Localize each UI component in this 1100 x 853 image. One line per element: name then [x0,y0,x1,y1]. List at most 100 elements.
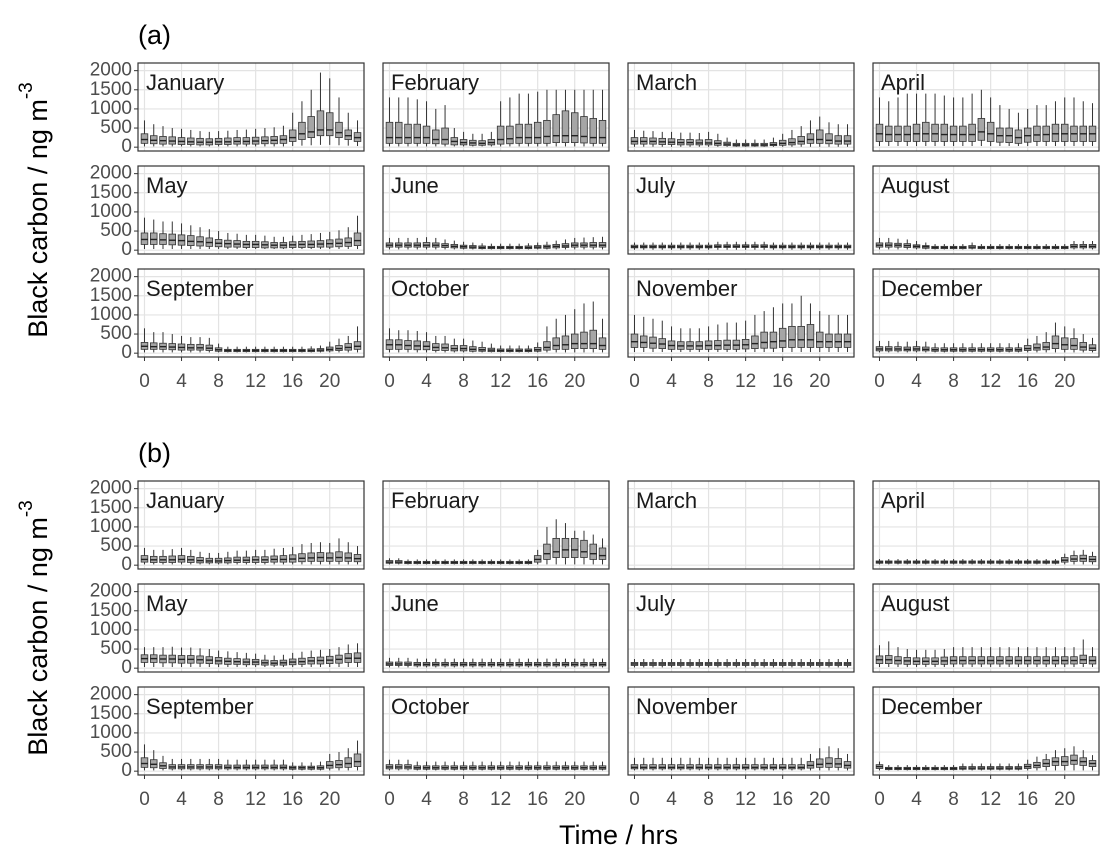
box [1060,337,1069,350]
x-tick-label: 8 [948,371,959,392]
box [815,129,824,144]
y-tick-label: 1500 [90,703,132,724]
facet-label: December [881,276,982,301]
x-tick-label: 20 [564,789,585,810]
y-tick-label: 2000 [90,163,132,184]
panel-border [382,268,610,358]
box [797,136,805,145]
box [704,139,713,146]
facet-label: May [146,173,188,198]
panel-border [627,583,855,673]
panel-border [627,268,855,358]
x-tick-label: 16 [282,371,303,392]
box [959,125,967,142]
x-tick-label: 0 [629,789,640,810]
box [432,129,440,145]
panel-background [138,269,364,357]
x-tick-label: 20 [564,371,585,392]
y-tick-label: 1000 [90,619,132,640]
facet-label: July [636,173,675,198]
x-tick-label: 8 [948,789,959,810]
y-axis-title: Black carbon / ng m-3 [16,82,53,338]
box [385,121,394,144]
panel-title: (b) [138,438,171,468]
panel-border [382,686,610,776]
facet-panel: August [872,583,1100,673]
box [834,135,842,145]
x-tick-label: 4 [666,371,677,392]
box [598,337,607,350]
facet-panel: June [382,583,610,673]
panel-background [628,584,854,672]
panel-border [382,583,610,673]
box [986,121,995,142]
x-tick-label: 8 [703,371,714,392]
facet-label: December [881,694,982,719]
y-tick-label: 0 [121,554,132,575]
box [344,757,352,768]
box [825,133,833,145]
box [630,333,639,348]
box [335,551,343,562]
x-tick-label: 16 [1017,789,1038,810]
panel-background [628,166,854,254]
facet-panel: February [382,480,610,570]
box [353,753,362,767]
x-tick-label: 20 [1054,371,1075,392]
box [806,324,815,348]
facet-label: April [881,70,925,95]
y-tick-label: 500 [100,535,132,556]
panel-background [873,481,1099,569]
x-tick-label: 0 [139,789,150,810]
facet-panel: December [872,686,1100,776]
facet-label: September [146,694,254,719]
y-tick-label: 0 [121,342,132,363]
y-tick-label: 1500 [90,285,132,306]
box [1033,343,1041,351]
box [922,121,930,142]
facet-label: September [146,276,254,301]
box [778,327,787,348]
facet-panel: March [627,480,855,570]
box [561,335,570,350]
y-tick-label: 1500 [90,497,132,518]
x-tick-label: 20 [319,371,340,392]
box [533,121,542,144]
panel-border [872,480,1100,570]
box [903,125,912,142]
y-tick-label: 2000 [90,60,132,81]
facet-panel: December [872,268,1100,358]
box [815,331,824,348]
panel-border [872,268,1100,358]
facet-label: January [146,488,224,513]
x-tick-label: 12 [980,371,1001,392]
panel-border [137,480,365,570]
x-tick-label: 8 [703,789,714,810]
panel-title: (a) [138,20,171,50]
box [298,121,306,140]
facet-label: June [391,591,439,616]
box [589,329,597,349]
box [140,232,149,245]
box [1042,125,1050,142]
x-tick-label: 16 [772,371,793,392]
box [506,125,514,145]
facet-label: November [636,694,737,719]
box [977,118,986,141]
facet-label: August [881,173,950,198]
y-tick-label: 1500 [90,79,132,100]
box [1070,338,1078,350]
x-tick-label: 8 [458,789,469,810]
facet-panel: February [382,62,610,152]
box [912,123,921,142]
box [404,123,412,144]
box [543,543,551,560]
box [353,232,362,246]
x-tick-label: 12 [980,789,1001,810]
x-tick-label: 16 [772,789,793,810]
facet-panel: November [627,268,855,358]
x-tick-label: 20 [319,789,340,810]
y-tick-label: 2000 [90,478,132,499]
facet-panel: August [872,165,1100,255]
